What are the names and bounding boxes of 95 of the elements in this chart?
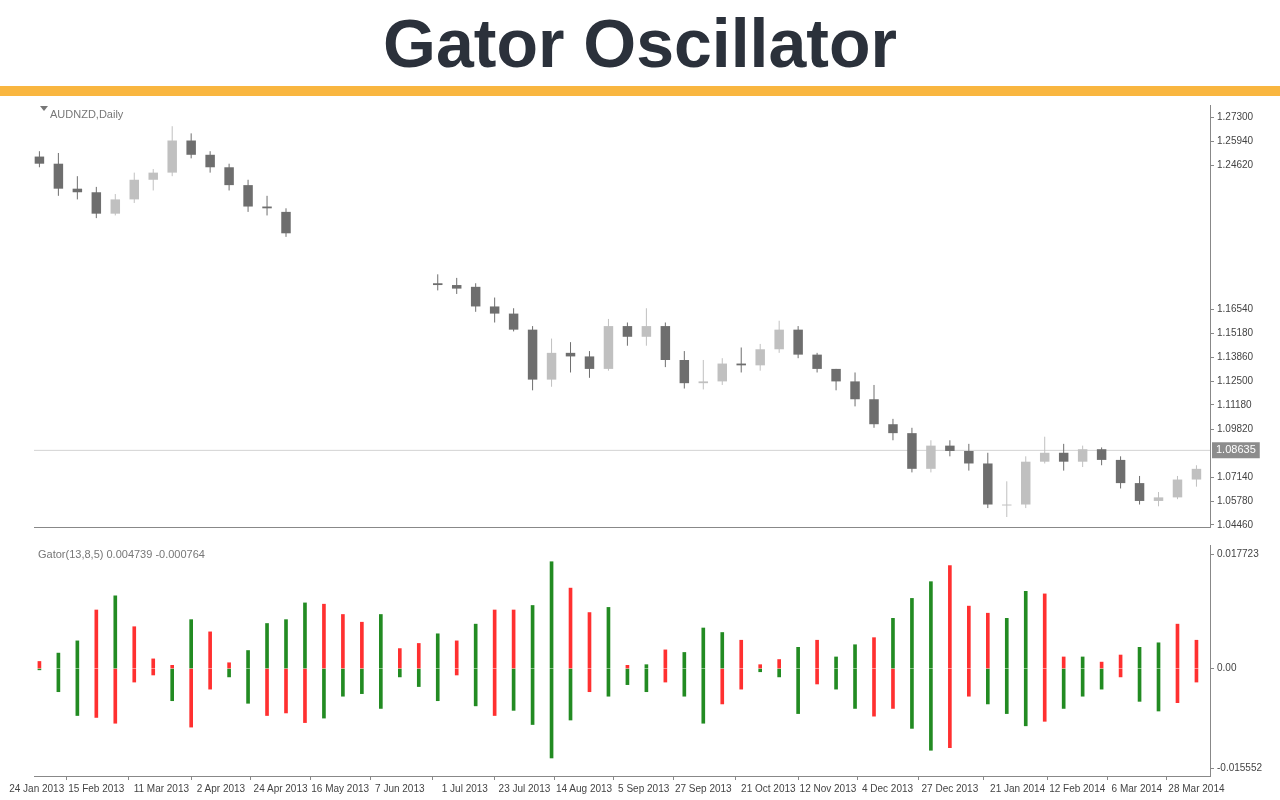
- y-tick-label: 1.24620: [1217, 158, 1254, 170]
- candlestick: [1002, 480, 1012, 518]
- bar: [777, 668, 781, 678]
- x-tick-label: 21 Jan 2014: [990, 782, 1046, 794]
- candlestick: [698, 359, 709, 390]
- x-tick-label: 5 Sep 2013: [618, 782, 670, 794]
- candlestick: [1115, 455, 1126, 489]
- x-tick-label: 27 Sep 2013: [674, 782, 733, 794]
- x-tick-label: 27 Dec 2013: [921, 782, 979, 794]
- candlestick: [91, 186, 102, 219]
- x-tick-label: 11 Mar 2013: [133, 782, 190, 794]
- y-tick-label: 1.25940: [1217, 135, 1254, 147]
- y-tick-label: 1.13860: [1217, 350, 1254, 362]
- candlestick: [888, 418, 898, 441]
- candlestick: [679, 350, 690, 390]
- x-tick-label: 6 Mar 2014: [1111, 782, 1163, 794]
- candlestick: [186, 132, 196, 159]
- candlestick: [148, 168, 158, 191]
- bar: [397, 648, 402, 669]
- candlestick: [774, 320, 784, 354]
- candlestick: [850, 371, 860, 407]
- y-tick-label: 1.07140: [1217, 470, 1254, 482]
- bar: [360, 668, 364, 694]
- x-tick-label: 23 Jul 2013: [498, 782, 551, 794]
- candlestick: [1191, 464, 1202, 488]
- candlestick: [964, 443, 974, 472]
- ref-line-label: 1.08635: [1216, 443, 1256, 456]
- candlestick: [224, 163, 234, 191]
- candlestick: [945, 439, 955, 457]
- candlestick: [243, 179, 253, 213]
- x-tick-label: 14 Aug 2013: [555, 782, 613, 794]
- bar: [170, 665, 175, 669]
- bar: [985, 668, 990, 705]
- candlestick: [110, 193, 121, 216]
- bar: [227, 668, 231, 678]
- bar: [341, 668, 345, 697]
- y-tick-label: 1.04460: [1217, 518, 1254, 530]
- x-tick-label: 24 Apr 2013: [253, 782, 308, 794]
- x-tick-label: 2 Apr 2013: [196, 782, 246, 794]
- candlestick: [584, 350, 595, 379]
- bar: [758, 664, 763, 669]
- y-tick-label: 1.15180: [1217, 327, 1254, 339]
- candlestick: [717, 357, 727, 386]
- candlestick: [641, 307, 652, 347]
- candlestick: [281, 207, 291, 238]
- candlestick: [926, 439, 936, 473]
- chart-title: Gator Oscillator: [0, 0, 1280, 96]
- x-tick-label: 7 Jun 2013: [375, 782, 425, 794]
- bar: [1061, 656, 1066, 669]
- bar: [322, 668, 326, 719]
- annotation: Gator(13,8,5) 0.004739 -0.000764: [38, 547, 205, 560]
- candlestick: [1134, 475, 1145, 506]
- y-tick-label: -0.015552: [1217, 762, 1263, 774]
- bar: [341, 614, 345, 669]
- bar: [985, 612, 990, 669]
- x-tick-label: 15 Feb 2013: [68, 782, 125, 794]
- bar: [360, 621, 364, 669]
- x-tick-label: 1 Jul 2013: [441, 782, 489, 794]
- x-tick-label: 12 Feb 2014: [1049, 782, 1106, 794]
- candlestick: [1058, 443, 1069, 472]
- y-tick-label: 1.11180: [1217, 398, 1253, 410]
- y-tick-label: 1.12500: [1217, 375, 1254, 387]
- y-tick-label: 0.017723: [1217, 548, 1260, 560]
- bar: [322, 603, 326, 669]
- x-tick-label: 16 May 2013: [311, 782, 370, 794]
- x-tick-label: 4 Dec 2013: [861, 782, 914, 794]
- bar: [397, 668, 402, 678]
- candlestick: [205, 150, 215, 174]
- x-tick-label: 28 Mar 2014: [1168, 782, 1225, 794]
- candlestick: [1039, 436, 1050, 464]
- candlestick: [1077, 445, 1088, 468]
- bar: [758, 668, 763, 673]
- candlestick: [489, 297, 500, 324]
- bar: [416, 668, 421, 687]
- candlestick: [508, 307, 519, 332]
- candlestick: [129, 172, 139, 204]
- x-tick-label: 24 Jan 2013: [9, 782, 65, 794]
- bar: [777, 659, 781, 669]
- candlestick: [812, 352, 822, 373]
- bar: [170, 668, 175, 702]
- candlestick: [470, 282, 481, 313]
- candlestick: [622, 322, 633, 347]
- x-tick-label: 21 Oct 2013: [741, 782, 796, 794]
- bar: [416, 643, 421, 669]
- candlestick: [1172, 475, 1183, 500]
- y-tick-label: 1.27300: [1217, 111, 1254, 123]
- y-tick-label: 1.16540: [1217, 303, 1254, 315]
- bar: [1061, 668, 1066, 709]
- x-tick-label: 12 Nov 2013: [799, 782, 857, 794]
- y-tick-label: 0.00: [1217, 662, 1237, 674]
- candlestick: [755, 343, 765, 372]
- annotation: AUDNZD,Daily: [50, 107, 124, 120]
- y-tick-label: 1.05780: [1217, 495, 1254, 507]
- y-tick-label: 1.09820: [1217, 422, 1254, 434]
- bar: [227, 662, 231, 669]
